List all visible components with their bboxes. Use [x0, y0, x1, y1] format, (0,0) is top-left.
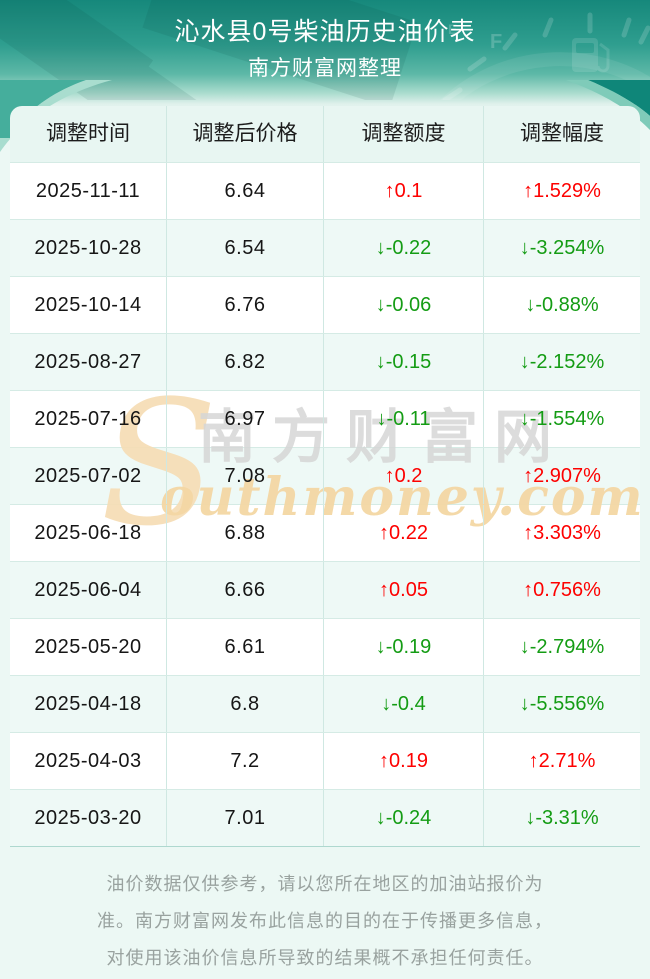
- page-subtitle: 南方财富网整理: [248, 57, 402, 80]
- column-header-price: 调整后价格: [167, 106, 324, 162]
- cell-pct: ↓-2.152%: [519, 351, 605, 373]
- cell-price: 7.2: [167, 733, 324, 789]
- cell-change: ↓-0.11: [324, 391, 484, 447]
- column-header-change: 调整额度: [324, 106, 484, 162]
- cell-pct: ↑0.756%: [523, 579, 601, 601]
- cell-change: ↑0.2: [324, 448, 484, 504]
- cell-pct: ↑2.907%: [523, 465, 601, 487]
- cell-date: 2025-07-02: [10, 448, 167, 504]
- table-row: 2025-05-20 6.61 ↓-0.19 ↓-2.794%: [10, 618, 640, 675]
- table-header-row: 调整时间 调整后价格 调整额度 调整幅度: [10, 106, 640, 162]
- table-row: 2025-10-28 6.54 ↓-0.22 ↓-3.254%: [10, 219, 640, 276]
- cell-change: ↑0.1: [324, 163, 484, 219]
- cell-price: 6.82: [167, 334, 324, 390]
- svg-text:E: E: [448, 21, 457, 37]
- table-row: 2025-11-11 6.64 ↑0.1 ↑1.529%: [10, 162, 640, 219]
- cell-change: ↓-0.24: [324, 790, 484, 846]
- cell-change: ↓-0.22: [324, 220, 484, 276]
- table-row: 2025-07-16 6.97 ↓-0.11 ↓-1.554%: [10, 390, 640, 447]
- cell-date: 2025-03-20: [10, 790, 167, 846]
- cell-price: 7.01: [167, 790, 324, 846]
- table-row: 2025-06-18 6.88 ↑0.22 ↑3.303%: [10, 504, 640, 561]
- cell-change: ↑0.19: [324, 733, 484, 789]
- cell-price: 7.08: [167, 448, 324, 504]
- cell-change: ↑0.05: [324, 562, 484, 618]
- disclaimer-line: 准。南方财富网发布此信息的目的在于传播更多信息，: [97, 911, 553, 931]
- cell-price: 6.8: [167, 676, 324, 732]
- table-row: 2025-08-27 6.82 ↓-0.15 ↓-2.152%: [10, 333, 640, 390]
- cell-pct: ↓-5.556%: [519, 693, 605, 715]
- cell-date: 2025-06-18: [10, 505, 167, 561]
- header-banner: F E 沁水县0号柴油历史油价表 南方财富网整理: [0, 0, 650, 100]
- cell-date: 2025-06-04: [10, 562, 167, 618]
- table-row: 2025-03-20 7.01 ↓-0.24 ↓-3.31%: [10, 789, 640, 846]
- cell-pct: ↓-3.31%: [525, 807, 599, 829]
- cell-change: ↓-0.06: [324, 277, 484, 333]
- cell-price: 6.61: [167, 619, 324, 675]
- table-row: 2025-04-03 7.2 ↑0.19 ↑2.71%: [10, 732, 640, 789]
- cell-date: 2025-07-16: [10, 391, 167, 447]
- svg-text:F: F: [490, 31, 502, 53]
- cell-date: 2025-05-20: [10, 619, 167, 675]
- cell-price: 6.97: [167, 391, 324, 447]
- cell-price: 6.88: [167, 505, 324, 561]
- cell-date: 2025-04-18: [10, 676, 167, 732]
- cell-change: ↓-0.19: [324, 619, 484, 675]
- cell-pct: ↑2.71%: [528, 750, 596, 772]
- page-title: 沁水县0号柴油历史油价表: [174, 18, 476, 46]
- cell-price: 6.64: [167, 163, 324, 219]
- cell-date: 2025-10-14: [10, 277, 167, 333]
- cell-price: 6.76: [167, 277, 324, 333]
- cell-date: 2025-04-03: [10, 733, 167, 789]
- cell-pct: ↑3.303%: [523, 522, 601, 544]
- cell-change: ↓-0.15: [324, 334, 484, 390]
- cell-date: 2025-11-11: [10, 163, 167, 219]
- table-row: 2025-07-02 7.08 ↑0.2 ↑2.907%: [10, 447, 640, 504]
- column-header-date: 调整时间: [10, 106, 167, 162]
- table-row: 2025-06-04 6.66 ↑0.05 ↑0.756%: [10, 561, 640, 618]
- cell-pct: ↓-1.554%: [519, 408, 605, 430]
- table-row: 2025-04-18 6.8 ↓-0.4 ↓-5.556%: [10, 675, 640, 732]
- table-body: 2025-11-11 6.64 ↑0.1 ↑1.529% 2025-10-28 6.54 ↓…: [10, 162, 640, 847]
- cell-change: ↑0.22: [324, 505, 484, 561]
- fuel-gauge-decoration: F E: [0, 0, 650, 100]
- cell-date: 2025-10-28: [10, 220, 167, 276]
- cell-change: ↓-0.4: [324, 676, 484, 732]
- price-table: 调整时间 调整后价格 调整额度 调整幅度 2025-11-11 6.64 ↑0.1 ↑…: [10, 106, 643, 847]
- cell-price: 6.66: [167, 562, 324, 618]
- cell-pct: ↓-2.794%: [519, 636, 605, 658]
- table-row: 2025-10-14 6.76 ↓-0.06 ↓-0.88%: [10, 276, 640, 333]
- cell-date: 2025-08-27: [10, 334, 167, 390]
- column-header-pct: 调整幅度: [520, 122, 604, 145]
- cell-pct: ↑1.529%: [523, 180, 601, 202]
- disclaimer-line: 油价数据仅供参考，请以您所在地区的加油站报价为: [106, 874, 544, 894]
- cell-pct: ↓-3.254%: [519, 237, 605, 259]
- cell-pct: ↓-0.88%: [525, 294, 599, 316]
- cell-price: 6.54: [167, 220, 324, 276]
- disclaimer-line: 对使用该油价信息所导致的结果概不承担任何责任。: [106, 948, 544, 968]
- disclaimer: 油价数据仅供参考，请以您所在地区的加油站报价为 准。南方财富网发布此信息的目的在…: [0, 866, 650, 977]
